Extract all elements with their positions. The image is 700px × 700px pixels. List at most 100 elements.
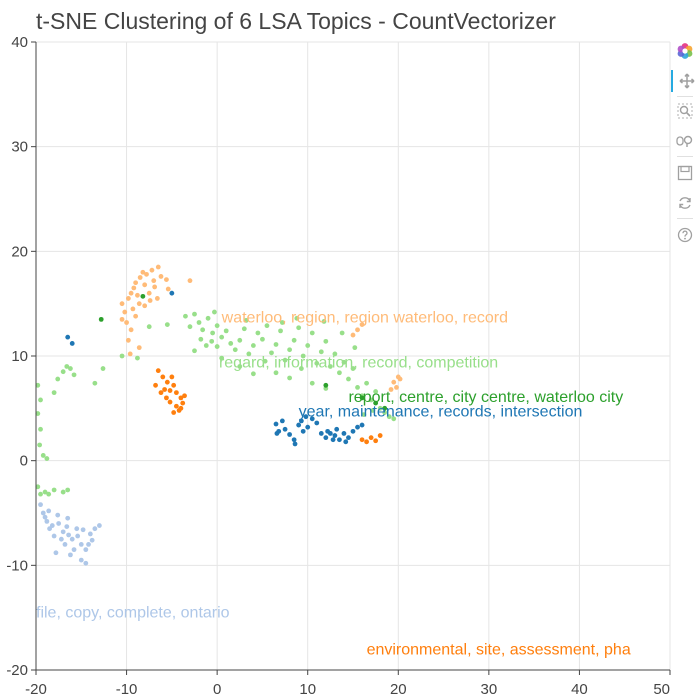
data-point: [164, 395, 169, 401]
data-point: [279, 418, 285, 424]
data-point: [125, 296, 131, 301]
data-point: [155, 368, 161, 374]
bokeh-logo-icon[interactable]: [674, 40, 696, 62]
data-point: [136, 345, 142, 351]
data-point: [160, 374, 166, 380]
data-point: [291, 437, 297, 443]
data-point: [51, 487, 57, 493]
data-point: [127, 351, 133, 357]
data-point: [135, 292, 140, 298]
data-point: [35, 411, 41, 416]
data-point: [125, 337, 131, 343]
data-point: [364, 439, 369, 445]
toolbar-divider: [677, 96, 693, 97]
data-point: [133, 313, 139, 319]
data-point: [212, 309, 217, 315]
box-zoom-icon[interactable]: [674, 100, 696, 122]
cluster-label: regard, information, record, competition: [219, 355, 498, 372]
data-point: [173, 390, 179, 396]
data-point: [359, 322, 365, 327]
wheel-zoom-icon[interactable]: [674, 130, 696, 152]
data-point: [37, 442, 43, 448]
data-point: [359, 422, 365, 428]
data-point: [38, 426, 43, 432]
data-point: [146, 290, 152, 296]
data-point: [364, 380, 369, 386]
axes: -20 -10 0 10 20 30 40 50 -20 -10 0 10 20 30 40: [6, 34, 671, 698]
data-point: [377, 405, 383, 411]
save-icon[interactable]: [674, 162, 696, 184]
data-point: [65, 334, 71, 340]
data-point: [74, 526, 80, 532]
data-point: [394, 385, 399, 390]
data-point: [282, 426, 288, 432]
data-point: [359, 395, 365, 401]
data-point: [142, 303, 148, 309]
data-point: [155, 264, 161, 270]
data-point: [391, 416, 397, 422]
data-point: [164, 322, 170, 327]
data-point: [60, 489, 66, 495]
data-point: [291, 337, 297, 343]
data-point: [350, 428, 356, 434]
data-point: [69, 341, 75, 346]
data-point: [314, 420, 320, 426]
data-point: [386, 414, 392, 420]
data-point: [38, 491, 43, 497]
data-point: [355, 424, 360, 430]
data-point: [323, 435, 329, 441]
data-point: [296, 325, 302, 331]
data-point: [355, 385, 360, 390]
data-point: [171, 382, 177, 388]
data-point: [192, 348, 197, 354]
data-point: [214, 323, 220, 329]
data-point: [142, 282, 148, 288]
data-point: [164, 379, 170, 385]
data-point: [298, 366, 304, 371]
y-tick-label: 20: [11, 243, 28, 260]
data-point: [330, 437, 336, 443]
data-point: [214, 344, 220, 349]
data-point: [314, 360, 320, 366]
data-point: [196, 320, 202, 325]
data-point: [42, 489, 48, 495]
toolbar-divider: [677, 156, 693, 157]
data-point: [60, 369, 66, 375]
data-point: [182, 393, 187, 399]
data-point: [178, 405, 184, 411]
data-point: [273, 421, 279, 427]
data-point: [136, 301, 142, 307]
data-point: [44, 456, 50, 461]
y-tick-label: -20: [6, 662, 28, 679]
data-point: [223, 328, 229, 334]
data-point: [368, 435, 374, 441]
pan-icon[interactable]: [671, 70, 700, 92]
help-icon[interactable]: [674, 224, 696, 246]
data-point: [75, 533, 81, 539]
data-point: [278, 328, 283, 334]
reset-icon[interactable]: [674, 192, 696, 214]
data-point: [350, 366, 356, 371]
data-point: [332, 433, 338, 438]
data-point: [83, 560, 89, 566]
data-point: [309, 330, 315, 336]
data-point: [86, 542, 91, 547]
data-point: [246, 351, 252, 357]
data-point: [321, 319, 327, 324]
cluster-label: file, copy, complete, ontario: [36, 605, 230, 622]
data-point: [87, 531, 93, 537]
data-point: [192, 311, 197, 317]
data-point: [279, 320, 285, 325]
data-point: [287, 347, 292, 353]
data-point: [151, 278, 157, 284]
data-point: [140, 269, 146, 275]
data-point: [131, 285, 137, 291]
data-point: [178, 395, 184, 401]
data-point: [323, 338, 329, 344]
data-point: [38, 397, 43, 403]
data-point: [305, 424, 311, 430]
data-point: [294, 315, 300, 321]
data-point: [232, 347, 238, 353]
data-point: [309, 416, 315, 422]
